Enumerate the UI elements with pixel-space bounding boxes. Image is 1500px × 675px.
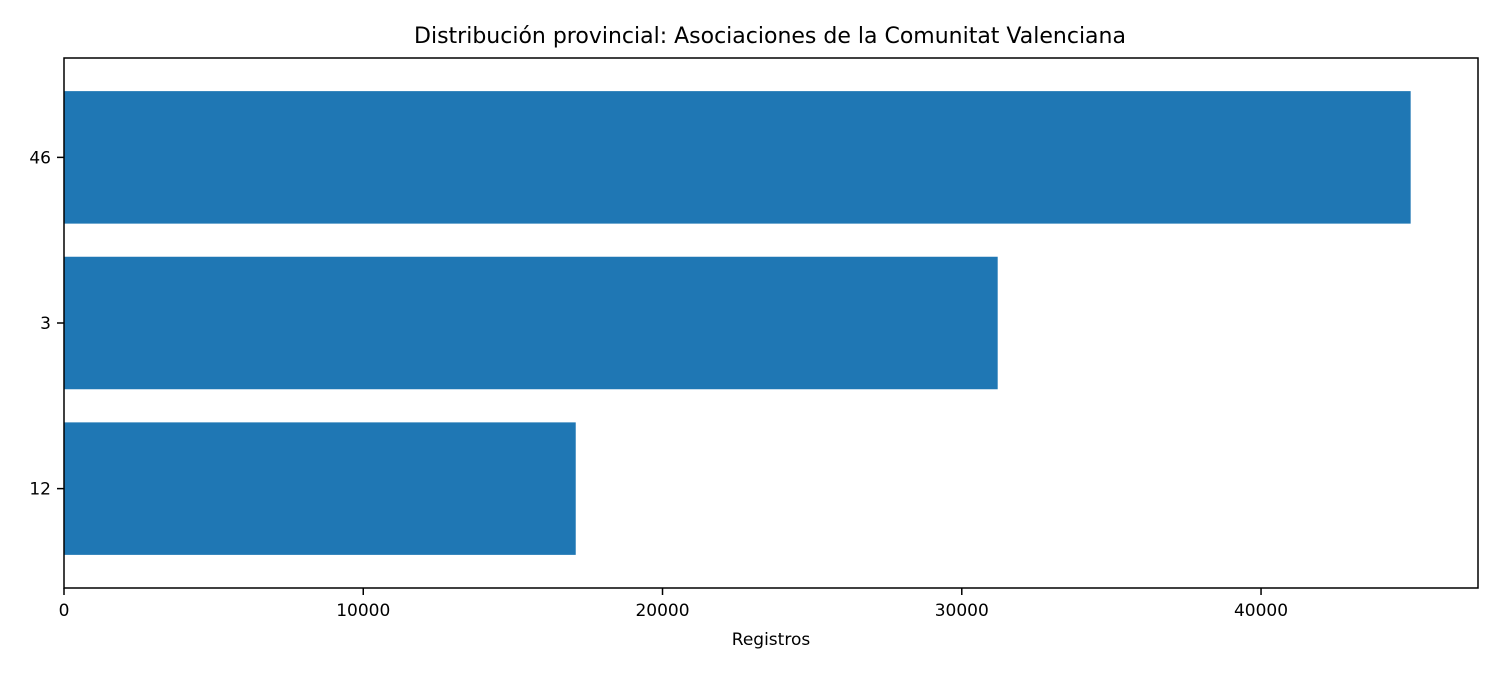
y-tick-label: 3 [40, 314, 51, 334]
x-axis-label: Registros [732, 630, 811, 650]
y-tick-label: 12 [29, 480, 51, 500]
bar [64, 91, 1411, 224]
x-tick-label: 0 [59, 601, 70, 621]
bar [64, 256, 998, 390]
y-tick-label: 46 [29, 148, 51, 168]
x-tick-label: 20000 [635, 601, 689, 621]
x-tick-label: 40000 [1234, 601, 1288, 621]
x-tick-label: 10000 [336, 601, 390, 621]
axes-layer: 46 3 12 0 10000 20000 30000 40000 [29, 148, 1288, 621]
plot-frame [63, 57, 1479, 589]
bar [64, 422, 576, 555]
x-tick-label: 30000 [935, 601, 989, 621]
chart-title: Distribución provincial: Asociaciones de… [414, 24, 1126, 49]
bars-layer [64, 91, 1411, 555]
